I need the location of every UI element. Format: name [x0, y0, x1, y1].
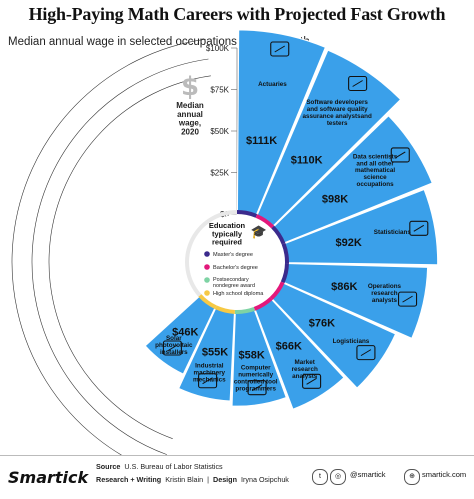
- dollar-sign-icon: $: [181, 72, 199, 102]
- y-tick-label: $75K: [210, 86, 229, 95]
- center-disc: [190, 215, 284, 309]
- category-label: Market research analysts: [292, 359, 318, 380]
- design-value: Iryna Osipchuk: [240, 475, 289, 484]
- source-value: U.S. Bureau of Labor Statistics: [124, 462, 223, 471]
- footer: Smartick Source U.S. Bureau of Labor Sta…: [0, 455, 474, 499]
- value-label: $98K: [322, 193, 348, 205]
- value-label: $76K: [309, 317, 335, 329]
- category-label: Solar photovoltaic installers: [155, 335, 193, 356]
- bar-10: [144, 293, 218, 375]
- legend-dot: [204, 277, 210, 283]
- bar-2: [255, 49, 402, 230]
- bar-9: [177, 304, 236, 402]
- page-title: High-Paying Math Careers with Projected …: [28, 4, 446, 24]
- value-label: $55K: [202, 346, 228, 358]
- category-label: Industrialmachinerymechanics: [193, 363, 226, 384]
- truck-globe-icon: [356, 345, 376, 361]
- value-label: $92K: [336, 237, 362, 249]
- research-value: Kristin Blain: [165, 475, 204, 484]
- brand-logo: Smartick: [8, 468, 89, 487]
- website-link[interactable]: smartick.com: [422, 470, 467, 479]
- education-ring-segment: [269, 281, 285, 300]
- legend-label: High school diploma: [213, 291, 264, 297]
- bar-6: [269, 281, 397, 389]
- bar-8: [231, 306, 288, 407]
- bar-5: [280, 262, 429, 340]
- legend-label: Bachelor's degree: [213, 265, 258, 271]
- legend-dot: [204, 251, 210, 257]
- graduation-cap-icon: 🎓: [251, 225, 267, 240]
- machinery-icon: [198, 373, 218, 389]
- instagram-icon[interactable]: ◎: [330, 469, 346, 485]
- social-handle[interactable]: @smartick: [350, 470, 386, 479]
- atom-icon: [390, 147, 410, 163]
- bar-4: [280, 188, 439, 266]
- solar-panel-icon: [162, 340, 182, 356]
- y-tick-label: $50K: [210, 127, 229, 136]
- education-ring-segment: [255, 214, 275, 229]
- legend-label: Postsecondary nondegree award: [213, 277, 255, 289]
- education-ring-segment: [280, 263, 289, 284]
- value-label: $86K: [331, 281, 357, 293]
- y-tick-label: $25K: [210, 169, 229, 178]
- education-ring-segment: [281, 242, 289, 264]
- source-label: Source: [96, 462, 121, 471]
- category-label: Statisticians: [374, 229, 412, 236]
- education-ring-segment: [271, 225, 286, 245]
- research-label: Research + Writing: [96, 475, 162, 484]
- value-label: $110K: [291, 155, 323, 167]
- bar-7: [253, 296, 345, 411]
- category-label: Software developers and software quality a…: [302, 99, 371, 127]
- monitor-chart-icon: [270, 41, 290, 57]
- education-ring-segment: [214, 305, 235, 314]
- category-label: Data scientists and all other mathematical…: [353, 153, 398, 188]
- value-label: $46K: [172, 327, 198, 339]
- bar-chart-icon: [409, 220, 429, 236]
- cnc-machine-icon: [247, 380, 267, 396]
- globe-icon[interactable]: ⊕: [404, 469, 420, 485]
- footer-credits: Research + Writing Kristin Blain | Desig…: [96, 475, 289, 484]
- legend-dot: [204, 290, 210, 296]
- category-label: Logisticians: [333, 338, 370, 345]
- education-ring-segment: [253, 296, 273, 311]
- education-ring-segment: [234, 306, 256, 314]
- y-axis-title: Median annual wage, 2020: [176, 101, 204, 136]
- category-label: Operations research analysts: [368, 283, 402, 304]
- radial-bar-chart: $100K$75K$50K$25K$0$Medianannualwage,202…: [11, 29, 439, 455]
- developer-icon: [348, 75, 368, 92]
- value-label: $66K: [276, 341, 302, 353]
- guide-circle: [11, 38, 206, 455]
- category-label: Actuaries: [258, 81, 287, 88]
- twitter-icon[interactable]: t: [312, 469, 328, 485]
- value-label: $58K: [239, 350, 265, 362]
- design-label: Design: [213, 475, 237, 484]
- guide-circle: [48, 75, 211, 439]
- education-ring-empty: [185, 210, 237, 297]
- guide-circle: [31, 58, 209, 455]
- market-chart-icon: [302, 373, 322, 389]
- footer-source: Source U.S. Bureau of Labor Statistics: [96, 462, 223, 471]
- education-ring-segment: [198, 294, 217, 310]
- legend-dot: [204, 264, 210, 270]
- page-subtitle: Median annual wage in selected occupatio…: [8, 36, 310, 48]
- laptop-analytics-icon: [398, 291, 418, 307]
- education-ring-segment: [237, 210, 258, 218]
- value-label: $111K: [246, 135, 277, 147]
- legend-label: Master's degree: [213, 252, 253, 258]
- y-tick-label: $100K: [206, 44, 230, 53]
- education-title: Education typically required: [209, 221, 246, 247]
